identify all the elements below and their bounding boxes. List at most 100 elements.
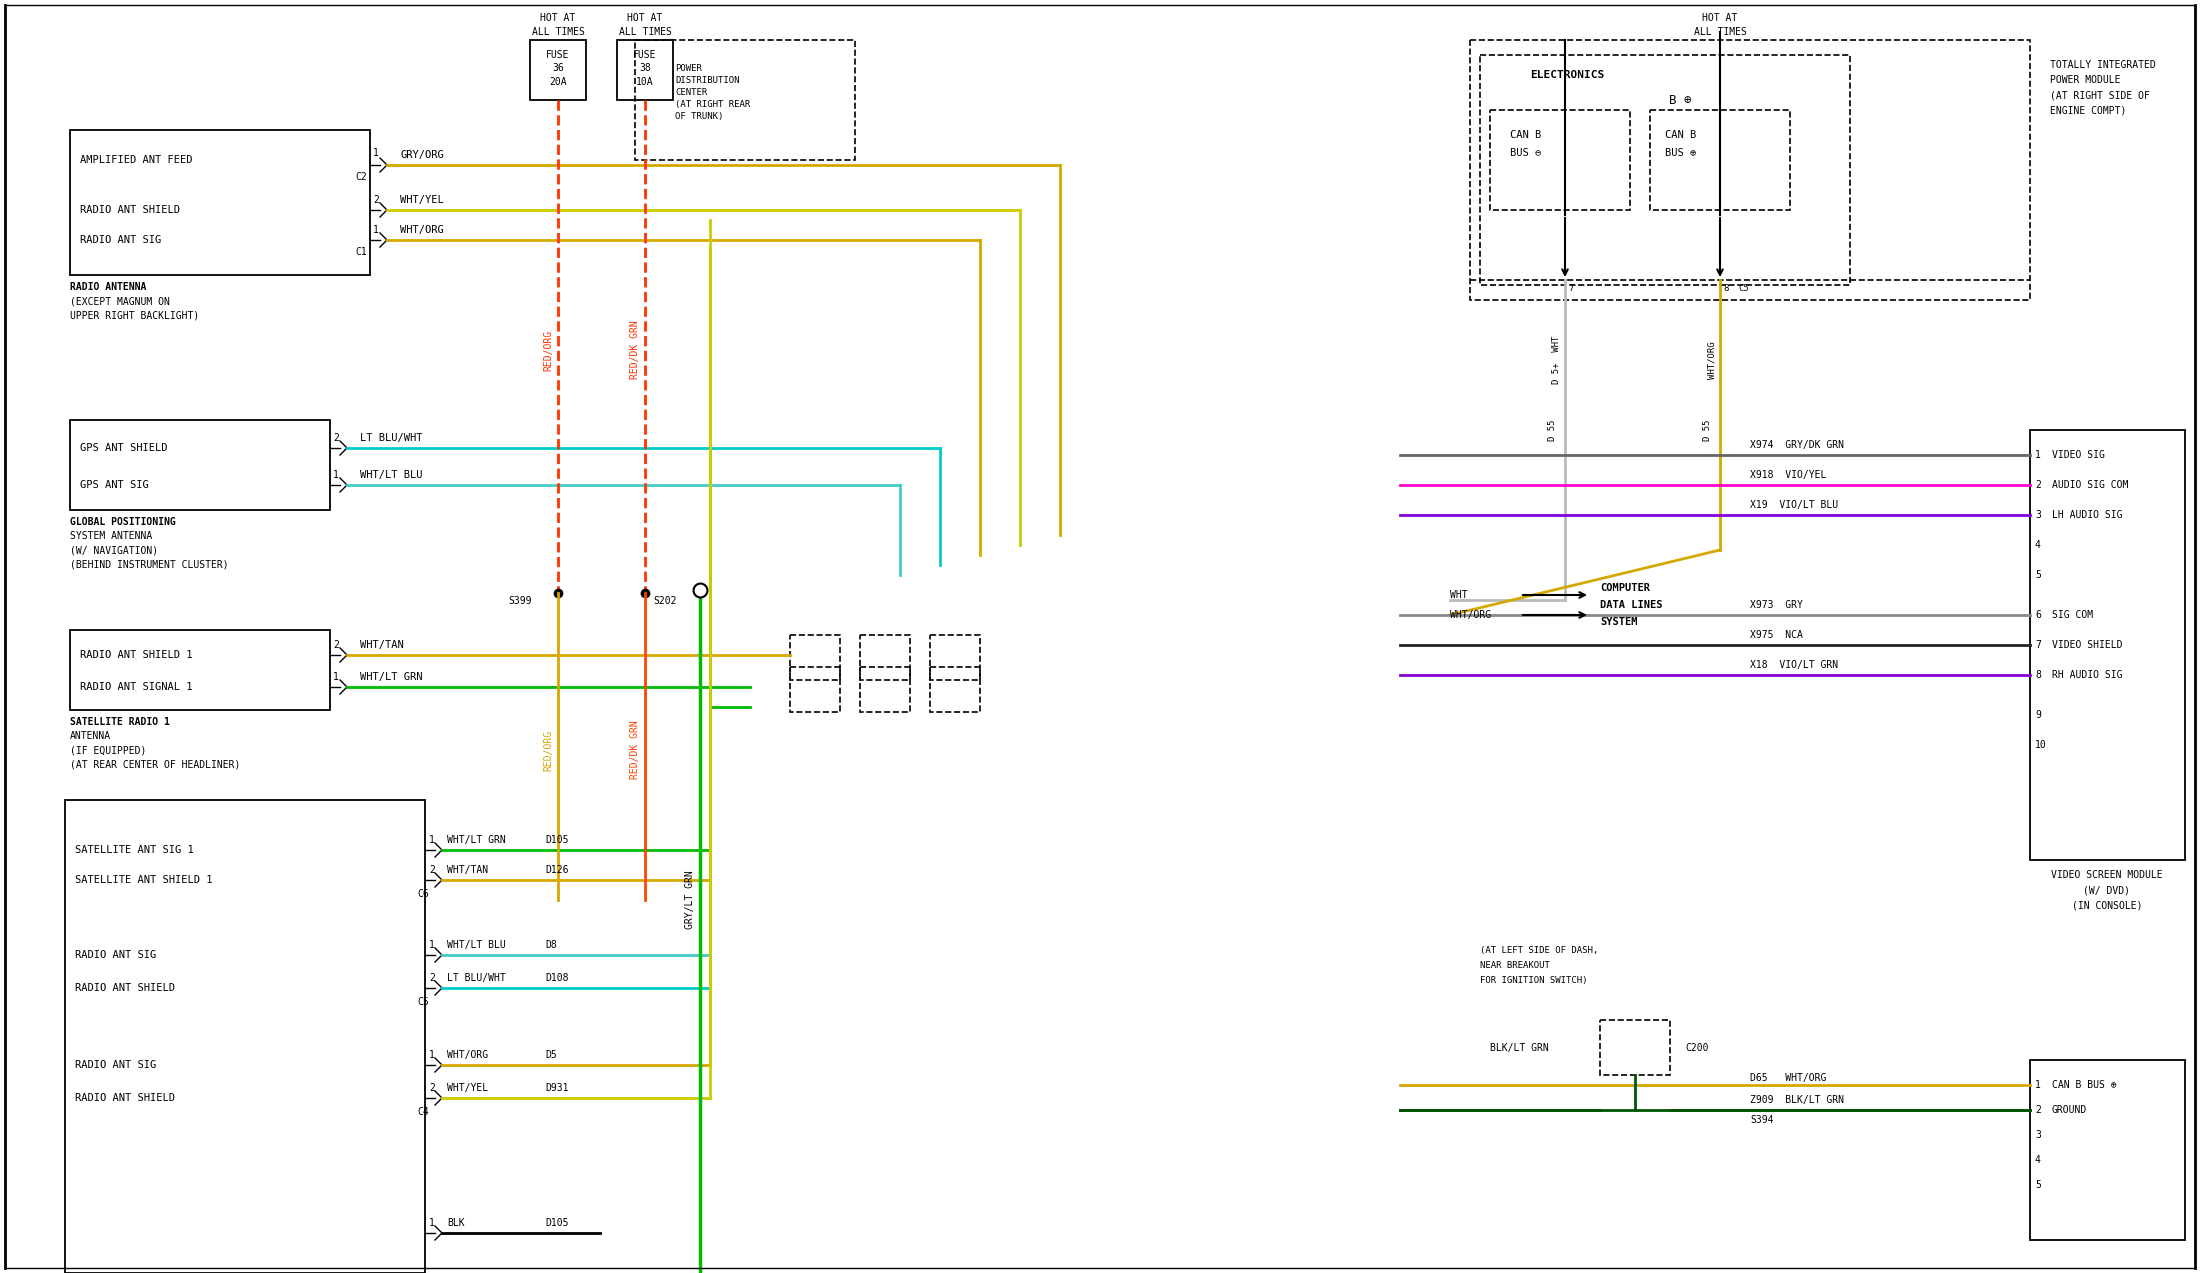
Text: C6: C6 xyxy=(418,889,429,899)
Bar xyxy=(70,420,330,510)
Text: RADIO ANT SIG: RADIO ANT SIG xyxy=(79,236,161,244)
Text: C4: C4 xyxy=(418,1108,429,1116)
Text: BUS ⊖: BUS ⊖ xyxy=(1509,148,1542,158)
Bar xyxy=(931,635,979,680)
Text: D105: D105 xyxy=(546,1218,568,1228)
Text: D126: D126 xyxy=(546,864,568,875)
Text: LT BLU/WHT: LT BLU/WHT xyxy=(361,433,422,443)
Text: WHT/LT BLU: WHT/LT BLU xyxy=(361,470,422,480)
Text: X19  VIO/LT BLU: X19 VIO/LT BLU xyxy=(1749,500,1839,510)
Text: RADIO ANT SIG: RADIO ANT SIG xyxy=(75,950,156,960)
Text: RED/DK GRN: RED/DK GRN xyxy=(629,321,640,379)
Text: SATELLITE ANT SIG 1: SATELLITE ANT SIG 1 xyxy=(75,845,194,855)
Bar xyxy=(1481,55,1850,285)
Text: X975  NCA: X975 NCA xyxy=(1749,630,1802,640)
Text: S394: S394 xyxy=(1749,1115,1773,1125)
Bar xyxy=(860,667,911,712)
Text: FUSE: FUSE xyxy=(546,50,570,60)
Text: VIDEO SCREEN MODULE: VIDEO SCREEN MODULE xyxy=(2050,869,2163,880)
Text: D65   WHT/ORG: D65 WHT/ORG xyxy=(1749,1073,1826,1083)
Text: 1: 1 xyxy=(2035,449,2042,460)
Text: TOTALLY INTEGRATED: TOTALLY INTEGRATED xyxy=(2050,60,2156,70)
Text: ANTENNA: ANTENNA xyxy=(70,731,112,741)
Text: B ⊕: B ⊕ xyxy=(1670,93,1692,107)
Text: WHT/LT GRN: WHT/LT GRN xyxy=(447,835,506,845)
Text: D931: D931 xyxy=(546,1083,568,1094)
Text: 1: 1 xyxy=(332,672,339,682)
Text: WHT/ORG: WHT/ORG xyxy=(1450,610,1492,620)
Text: 9: 9 xyxy=(2035,710,2042,721)
Text: X973  GRY: X973 GRY xyxy=(1749,600,1802,610)
Text: S202: S202 xyxy=(653,596,675,606)
Text: GRY/LT GRN: GRY/LT GRN xyxy=(684,871,695,929)
Text: COMPUTER: COMPUTER xyxy=(1599,583,1650,593)
Text: (W/ NAVIGATION): (W/ NAVIGATION) xyxy=(70,545,158,555)
Text: 2: 2 xyxy=(2035,480,2042,490)
Text: WHT/LT BLU: WHT/LT BLU xyxy=(447,939,506,950)
Text: LT BLU/WHT: LT BLU/WHT xyxy=(447,973,506,983)
Text: (AT RIGHT SIDE OF: (AT RIGHT SIDE OF xyxy=(2050,90,2149,101)
Text: 2: 2 xyxy=(429,1083,436,1094)
Text: 2: 2 xyxy=(374,195,378,205)
Text: 3: 3 xyxy=(2035,1130,2042,1141)
Text: RADIO ANT SHIELD: RADIO ANT SHIELD xyxy=(79,205,180,215)
Text: 1: 1 xyxy=(332,470,339,480)
Text: 7: 7 xyxy=(2035,640,2042,651)
Bar xyxy=(931,667,979,712)
Text: SIG COM: SIG COM xyxy=(2053,610,2092,620)
Text: WHT/ORG: WHT/ORG xyxy=(1707,341,1716,379)
Text: 8: 8 xyxy=(1723,284,1729,293)
Text: DISTRIBUTION: DISTRIBUTION xyxy=(675,75,739,84)
Text: C5: C5 xyxy=(1738,284,1749,293)
Text: ALL TIMES: ALL TIMES xyxy=(1694,27,1747,37)
Text: 1: 1 xyxy=(429,1218,436,1228)
Bar xyxy=(1489,109,1630,210)
Text: D 55: D 55 xyxy=(1703,419,1712,440)
Text: 1: 1 xyxy=(2035,1080,2042,1090)
Text: S399: S399 xyxy=(508,596,532,606)
Bar xyxy=(66,799,425,1273)
Text: HOT AT: HOT AT xyxy=(627,13,662,23)
Text: VIDEO SIG: VIDEO SIG xyxy=(2053,449,2105,460)
Bar xyxy=(1650,109,1791,210)
Text: RED/ORG: RED/ORG xyxy=(543,330,552,370)
Text: 2: 2 xyxy=(429,973,436,983)
Text: D5: D5 xyxy=(546,1050,557,1060)
Bar xyxy=(616,39,673,101)
Text: 3: 3 xyxy=(2035,510,2042,519)
Text: 2: 2 xyxy=(332,640,339,651)
Text: RADIO ANT SHIELD: RADIO ANT SHIELD xyxy=(75,1094,176,1102)
Bar xyxy=(790,635,840,680)
Text: SYSTEM ANTENNA: SYSTEM ANTENNA xyxy=(70,531,152,541)
Text: 6: 6 xyxy=(2035,610,2042,620)
Text: 4: 4 xyxy=(2035,1155,2042,1165)
Text: 5: 5 xyxy=(2035,1180,2042,1190)
Text: 10A: 10A xyxy=(636,76,653,87)
Text: 2: 2 xyxy=(332,433,339,443)
Text: SATELLITE ANT SHIELD 1: SATELLITE ANT SHIELD 1 xyxy=(75,875,213,885)
Text: 20A: 20A xyxy=(550,76,568,87)
Text: (AT LEFT SIDE OF DASH,: (AT LEFT SIDE OF DASH, xyxy=(1481,946,1597,955)
Text: AUDIO SIG COM: AUDIO SIG COM xyxy=(2053,480,2127,490)
Text: RADIO ANT SIGNAL 1: RADIO ANT SIGNAL 1 xyxy=(79,682,194,693)
Text: WHT: WHT xyxy=(1450,589,1467,600)
Text: 4: 4 xyxy=(2035,540,2042,550)
Bar xyxy=(70,630,330,710)
Text: X18  VIO/LT GRN: X18 VIO/LT GRN xyxy=(1749,659,1839,670)
Bar xyxy=(860,635,911,680)
Text: WHT/TAN: WHT/TAN xyxy=(361,640,405,651)
Text: HOT AT: HOT AT xyxy=(1703,13,1738,23)
Text: C5: C5 xyxy=(418,997,429,1007)
Text: D108: D108 xyxy=(546,973,568,983)
Text: GPS ANT SIG: GPS ANT SIG xyxy=(79,480,150,490)
Text: D 5+  WHT: D 5+ WHT xyxy=(1553,336,1562,384)
Text: 7: 7 xyxy=(1569,284,1573,293)
Text: X918  VIO/YEL: X918 VIO/YEL xyxy=(1749,470,1826,480)
Bar xyxy=(1599,1020,1670,1074)
Text: D8: D8 xyxy=(546,939,557,950)
Text: HOT AT: HOT AT xyxy=(541,13,576,23)
Text: (AT RIGHT REAR: (AT RIGHT REAR xyxy=(675,99,750,108)
Text: (W/ DVD): (W/ DVD) xyxy=(2083,885,2130,895)
Text: CAN B BUS ⊕: CAN B BUS ⊕ xyxy=(2053,1080,2116,1090)
Text: ENGINE COMPT): ENGINE COMPT) xyxy=(2050,104,2127,115)
